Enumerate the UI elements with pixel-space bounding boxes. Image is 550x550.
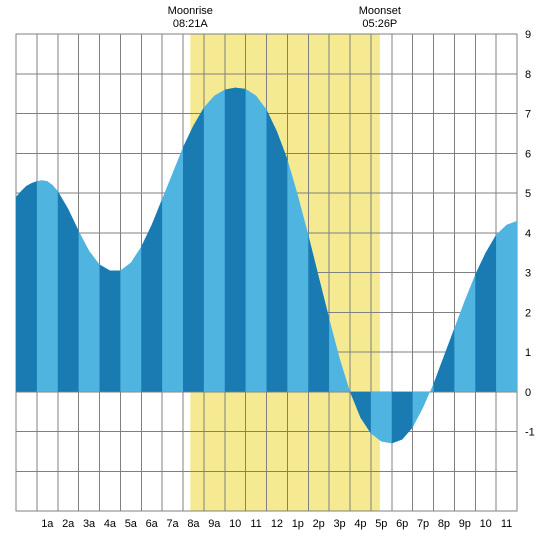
moonset-time: 05:26P (362, 18, 397, 30)
x-tick-label: 6a (146, 518, 159, 530)
y-tick-label: -1 (525, 427, 535, 439)
x-tick-label: 5p (375, 518, 387, 530)
x-tick-label: 10 (480, 518, 492, 530)
x-tick-label: 9a (208, 518, 221, 530)
x-tick-label: 2a (62, 518, 75, 530)
x-tick-label: 5a (125, 518, 138, 530)
x-tick-label: 9p (459, 518, 471, 530)
y-tick-label: 0 (525, 387, 531, 399)
x-tick-label: 11 (250, 518, 261, 530)
tide-chart: 1a2a3a4a5a6a7a8a9a1011121p2p3p4p5p6p7p8p… (0, 0, 550, 550)
x-tick-label: 1a (41, 518, 54, 530)
x-tick-label: 8a (187, 518, 200, 530)
y-tick-label: 9 (525, 29, 531, 41)
x-tick-label: 4a (104, 518, 117, 530)
x-tick-label: 7a (166, 518, 179, 530)
x-tick-label: 3p (333, 518, 345, 530)
y-tick-label: 4 (525, 228, 531, 240)
y-tick-label: 2 (525, 307, 531, 319)
moonrise-time: 08:21A (173, 18, 209, 30)
y-tick-label: 5 (525, 188, 531, 200)
x-tick-label: 8p (438, 518, 450, 530)
y-tick-label: 7 (525, 109, 531, 121)
y-tick-label: 3 (525, 268, 531, 280)
x-tick-label: 10 (229, 518, 241, 530)
y-tick-label: 8 (525, 69, 531, 81)
x-tick-label: 6p (396, 518, 408, 530)
y-tick-label: 1 (525, 347, 531, 359)
moonset-label: Moonset (359, 5, 401, 17)
x-tick-label: 2p (313, 518, 325, 530)
chart-svg: 1a2a3a4a5a6a7a8a9a1011121p2p3p4p5p6p7p8p… (0, 0, 550, 550)
x-tick-label: 12 (271, 518, 283, 530)
x-tick-label: 3a (83, 518, 96, 530)
x-tick-label: 11 (501, 518, 512, 530)
x-tick-label: 4p (354, 518, 366, 530)
y-tick-label: 6 (525, 148, 531, 160)
x-tick-label: 1p (292, 518, 304, 530)
moonrise-label: Moonrise (168, 5, 213, 17)
x-tick-label: 7p (417, 518, 429, 530)
